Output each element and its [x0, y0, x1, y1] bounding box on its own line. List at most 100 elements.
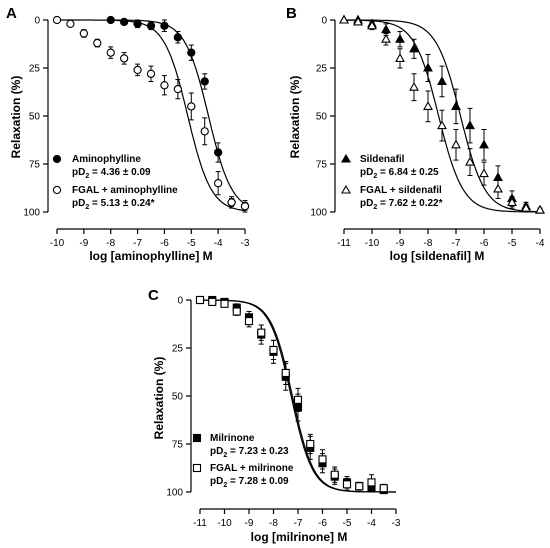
y-tick-label: 0: [321, 16, 327, 27]
legend-label: FGAL + milrinone: [210, 463, 294, 474]
x-axis-title: log [sildenafil] M: [390, 249, 485, 263]
y-tick-label: 25: [29, 64, 41, 75]
y-tick-label: 100: [166, 488, 183, 499]
data-point: [423, 62, 433, 72]
plot-area: -10 -9 -8 -7 -6 -5 -4 -3 0 25 50 75 100: [23, 16, 250, 250]
data-point: [146, 21, 156, 30]
legend-pd2: pD2 = 7.23 ± 0.23: [210, 446, 289, 459]
data-point: [465, 120, 475, 130]
data-point: [535, 204, 545, 214]
legend: Milrinone pD2 = 7.23 ± 0.23 FGAL + milri…: [192, 433, 294, 489]
x-tick-label: -4: [536, 238, 545, 249]
x-tick-label: -4: [214, 238, 223, 249]
y-tick-label: 25: [316, 64, 328, 75]
legend: Aminophylline pD2 = 4.36 ± 0.09 FGAL + a…: [52, 154, 178, 211]
data-point: [213, 148, 223, 157]
legend-label: Aminophylline: [72, 154, 141, 165]
data-point: [381, 24, 391, 34]
data-point: [281, 368, 290, 378]
fit-curve: [200, 299, 396, 493]
data-point: [133, 65, 142, 75]
y-tick-label: 100: [23, 208, 40, 219]
data-point: [173, 84, 183, 94]
data-point: [93, 38, 102, 48]
x-tick-label: -7: [452, 238, 461, 249]
data-point: [339, 14, 349, 24]
data-point: [437, 120, 447, 130]
x-tick-label: -10: [365, 238, 380, 249]
x-tick-label: -8: [424, 238, 433, 249]
x-tick-label: -6: [318, 518, 327, 529]
data-point: [232, 307, 241, 316]
x-tick-label: -5: [343, 518, 352, 529]
x-axis-title: log [milrinone] M: [251, 530, 348, 544]
open-circle-marker: [52, 185, 62, 195]
legend-item: Aminophylline pD2 = 4.36 ± 0.09: [52, 154, 151, 180]
y-tick-label: 25: [172, 344, 184, 355]
data-point: [451, 139, 461, 149]
data-point: [227, 198, 236, 207]
data-point: [257, 328, 266, 337]
legend-item: FGAL + milrinone pD2 = 7.28 ± 0.09: [192, 463, 294, 489]
data-point: [187, 48, 196, 57]
data-point: [479, 139, 489, 149]
data-point: [146, 69, 156, 78]
panel-label: B: [286, 5, 297, 22]
plot-area: -11 -10 -9 -8 -7 -6 -5 -4 0 25 50 75 100: [310, 14, 545, 249]
y-tick-label: 0: [34, 16, 40, 27]
data-point: [465, 156, 475, 166]
data-point: [355, 482, 364, 491]
legend-pd2: pD2 = 4.36 ± 0.09: [72, 167, 151, 180]
data-point: [208, 297, 217, 306]
data-point: [133, 19, 142, 28]
data-point: [269, 345, 278, 354]
legend-item: Sildenafil pD2 = 6.84 ± 0.25: [341, 153, 439, 180]
x-tick-label: -9: [79, 238, 88, 249]
y-axis-title: Relaxation (%): [9, 76, 23, 159]
legend-item: FGAL + aminophylline pD2 = 5.13 ± 0.24*: [52, 185, 178, 211]
data-point: [342, 480, 352, 489]
y-tick-label: 0: [177, 296, 183, 307]
y-tick-label: 50: [29, 112, 41, 123]
x-tick-label: -3: [241, 238, 250, 249]
data-point: [318, 455, 327, 464]
open-triangle-marker: [341, 184, 351, 194]
x-tick-label: -11: [337, 238, 351, 249]
data-point: [173, 33, 183, 42]
data-point: [66, 19, 75, 28]
x-tick-label: -11: [193, 518, 207, 529]
legend-pd2: pD2 = 6.84 ± 0.25: [360, 167, 439, 180]
panel-c: C Relaxation (%) log [milrinone] M -11 -1…: [148, 287, 401, 544]
x-tick-label: -6: [480, 238, 489, 249]
data-point: [437, 76, 447, 85]
data-point: [293, 395, 303, 404]
legend-item: FGAL + sildenafil pD2 = 7.62 ± 0.22*: [341, 184, 443, 211]
panel-label: A: [6, 5, 17, 22]
x-tick-label: -9: [396, 238, 405, 249]
y-tick-label: 100: [310, 208, 327, 219]
data-point: [160, 21, 169, 30]
x-tick-label: -4: [367, 518, 376, 529]
data-point: [200, 127, 209, 136]
legend-label: Sildenafil: [360, 154, 405, 165]
data-point: [367, 20, 377, 30]
data-point: [395, 53, 405, 62]
panel-label: C: [148, 287, 159, 304]
x-tick-label: -8: [106, 238, 115, 249]
data-point: [106, 48, 115, 57]
legend-label: FGAL + aminophylline: [72, 185, 178, 196]
y-tick-label: 75: [316, 160, 328, 171]
panel-b: B Relaxation (%) log [sildenafil] M -11-…: [286, 5, 545, 263]
data-point: [119, 17, 129, 27]
x-tick-label: -7: [133, 238, 142, 249]
legend-pd2: pD2 = 5.13 ± 0.24*: [72, 198, 155, 211]
data-point: [409, 81, 419, 91]
plot-area: -11 -10 -9 -8 -7 -6 -5 -4 -3 0 25 50 75 100: [166, 296, 401, 530]
data-point: [244, 317, 254, 326]
y-axis-title: Relaxation (%): [152, 357, 166, 440]
y-tick-label: 50: [316, 112, 328, 123]
data-point: [409, 43, 419, 53]
legend-label: FGAL + sildenafil: [360, 185, 442, 196]
x-tick-label: -3: [392, 518, 401, 529]
x-axis-title: log [aminophylline] M: [89, 249, 212, 263]
